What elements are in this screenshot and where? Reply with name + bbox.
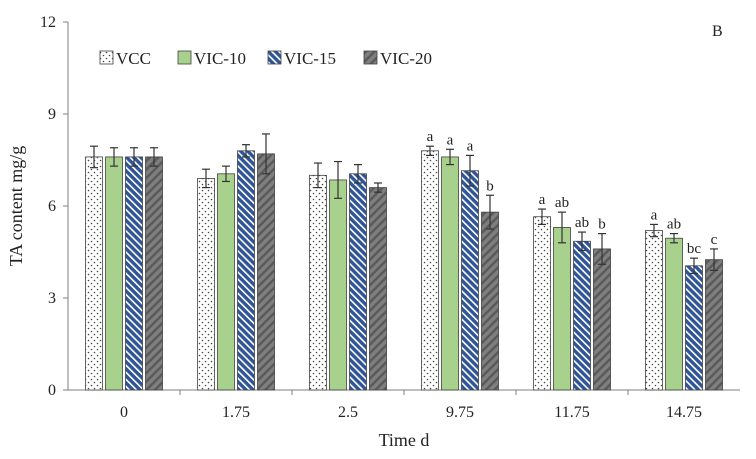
bar-vcc-14-75 — [645, 230, 663, 391]
bar-vic-15-14-75 — [685, 265, 703, 391]
legend: VCC VIC-10 VIC-15 VIC-20 — [99, 49, 432, 68]
significance-label: b — [486, 178, 494, 194]
significance-label: a — [651, 207, 658, 223]
x-tick-label: 9.75 — [446, 404, 474, 421]
x-tick-label: 14.75 — [666, 404, 702, 421]
significance-label: ab — [575, 215, 589, 231]
bar-vic-10-0 — [105, 156, 123, 391]
legend-item: VIC-10 — [177, 49, 246, 68]
error-bar — [354, 164, 362, 184]
bar-vic-15-2-5 — [349, 173, 367, 391]
bar-vic-20-2-5 — [369, 187, 387, 391]
error-bar — [374, 182, 382, 193]
y-tick-label: 0 — [48, 382, 56, 399]
y-axis-ticks: 0 3 6 9 12 — [40, 14, 68, 399]
legend-label: VIC-15 — [284, 49, 336, 68]
bar-vcc-0 — [85, 156, 103, 391]
significance-label: ab — [667, 217, 681, 233]
bar-vic-10-1-75 — [217, 173, 235, 391]
legend-label: VIC-10 — [194, 49, 246, 68]
error-bar — [130, 147, 138, 167]
error-bar — [486, 194, 494, 230]
error-bar — [90, 145, 98, 169]
bar-vic-15-11-75 — [573, 240, 591, 391]
legend-swatch — [177, 50, 192, 65]
bar-vic-20-9-75 — [481, 211, 499, 391]
y-tick-label: 12 — [40, 14, 56, 31]
error-bar — [314, 162, 322, 189]
x-tick-label: 1.75 — [222, 404, 250, 421]
error-bar — [598, 233, 606, 265]
x-axis-title: Time d — [379, 430, 430, 450]
x-tick-label: 0 — [120, 404, 128, 421]
error-bars-group — [90, 133, 718, 275]
x-tick-label: 11.75 — [554, 404, 589, 421]
error-bar — [242, 144, 250, 158]
legend-swatch — [99, 50, 114, 65]
error-bar — [650, 223, 658, 238]
legend-swatch — [363, 50, 378, 65]
bar-vic-10-14-75 — [665, 237, 683, 391]
error-bar — [670, 233, 678, 244]
error-bar — [334, 160, 342, 199]
legend-item: VCC — [99, 49, 151, 68]
bar-vcc-1-75 — [197, 177, 215, 391]
bar-vic-10-9-75 — [441, 156, 459, 391]
error-bar — [110, 147, 118, 167]
error-bar — [710, 248, 718, 271]
error-bar — [558, 211, 566, 244]
y-axis-title: TA content mg/g — [6, 146, 26, 267]
bar-vic-15-1-75 — [237, 150, 255, 391]
bar-vic-20-11-75 — [593, 248, 611, 391]
significance-label: bc — [687, 241, 702, 257]
significance-label: a — [447, 132, 454, 148]
error-bar — [578, 231, 586, 252]
significance-label: b — [598, 217, 606, 233]
bar-vic-20-1-75 — [257, 153, 275, 391]
legend-item: VIC-15 — [267, 49, 336, 68]
y-tick-label: 9 — [48, 106, 56, 123]
x-axis-ticks: 0 1.75 2.5 9.75 11.75 14.75 — [120, 390, 702, 421]
significance-label: a — [427, 129, 434, 145]
bar-vic-10-11-75 — [553, 227, 571, 391]
significance-label: a — [467, 138, 474, 154]
bar-vic-20-0 — [145, 156, 163, 391]
significance-label: c — [711, 232, 718, 248]
bar-vcc-11-75 — [533, 216, 551, 391]
bar-vic-20-14-75 — [705, 259, 723, 391]
error-bar — [446, 148, 454, 166]
bar-vic-15-0 — [125, 156, 143, 391]
legend-label: VIC-20 — [380, 49, 432, 68]
error-bar — [466, 154, 474, 187]
error-bar — [222, 165, 230, 183]
bar-vcc-2-5 — [309, 174, 327, 391]
error-bar — [538, 208, 546, 225]
x-tick-label: 2.5 — [338, 404, 358, 421]
legend-item: VIC-20 — [363, 49, 432, 68]
error-bar — [426, 145, 434, 156]
bar-vic-10-2-5 — [329, 179, 347, 391]
error-bar — [262, 133, 270, 175]
bar-vcc-9-75 — [421, 150, 439, 391]
legend-label: VCC — [116, 49, 151, 68]
legend-swatch — [267, 50, 282, 65]
bar-vic-15-9-75 — [461, 170, 479, 391]
error-bar — [202, 168, 210, 189]
y-tick-label: 6 — [48, 198, 56, 215]
y-tick-label: 3 — [48, 290, 56, 307]
error-bar — [690, 257, 698, 275]
significance-label: ab — [555, 195, 569, 211]
bars-group — [85, 150, 723, 391]
significance-label: a — [539, 192, 546, 208]
panel-label: B — [712, 23, 723, 40]
error-bar — [150, 147, 158, 167]
